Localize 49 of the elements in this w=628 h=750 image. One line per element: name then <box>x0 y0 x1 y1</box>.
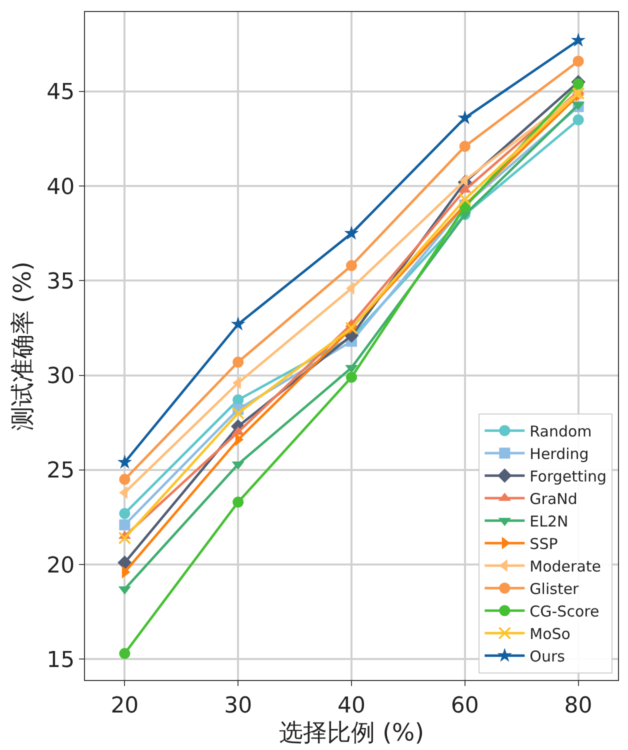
y-tick-label: 40 <box>46 174 75 200</box>
point <box>119 519 130 530</box>
legend-label: Ours <box>530 647 566 666</box>
point <box>572 78 584 90</box>
point <box>118 532 132 545</box>
y-tick-label: 45 <box>46 80 75 106</box>
point <box>232 356 244 368</box>
point <box>459 140 470 152</box>
point <box>570 32 586 47</box>
legend-label: SSP <box>530 534 558 553</box>
y-tick-label: 20 <box>46 553 75 578</box>
legend-label: Glister <box>530 580 580 598</box>
point <box>230 316 246 330</box>
legend-label: MoSo <box>530 624 570 643</box>
point <box>345 322 358 335</box>
point <box>572 56 584 67</box>
x-tick-label: 30 <box>224 693 252 718</box>
legend-label: Random <box>530 422 592 440</box>
x-tick-label: 80 <box>564 693 592 718</box>
point <box>458 110 472 124</box>
legend-label: Moderate <box>530 557 602 576</box>
legend-label: GraNd <box>530 490 578 508</box>
y-tick-label: 30 <box>46 364 75 390</box>
point <box>572 86 585 100</box>
legend-label: CG-Score <box>530 602 600 620</box>
point <box>119 474 130 485</box>
y-tick-label: 25 <box>46 458 75 484</box>
point <box>119 648 130 660</box>
legend-label: Herding <box>530 444 589 463</box>
x-tick-label: 60 <box>450 693 479 718</box>
point <box>346 372 357 383</box>
legend-label: Forgetting <box>530 467 607 486</box>
point <box>572 114 584 126</box>
point <box>118 556 132 570</box>
x-tick-label: 20 <box>110 693 139 718</box>
point <box>458 192 472 206</box>
point <box>119 508 130 519</box>
point <box>232 496 244 508</box>
y-tick-label: 15 <box>46 648 75 673</box>
point <box>232 394 244 406</box>
x-axis-title: 选择比例 (%) <box>278 718 424 746</box>
point <box>117 454 132 469</box>
point <box>232 406 245 420</box>
y-tick-label: 35 <box>46 269 75 294</box>
legend-label: EL2N <box>530 512 568 530</box>
y-axis-title: 测试准确率 (%) <box>8 261 37 431</box>
point <box>346 260 357 272</box>
point <box>344 226 359 240</box>
x-tick-label: 40 <box>338 693 366 718</box>
